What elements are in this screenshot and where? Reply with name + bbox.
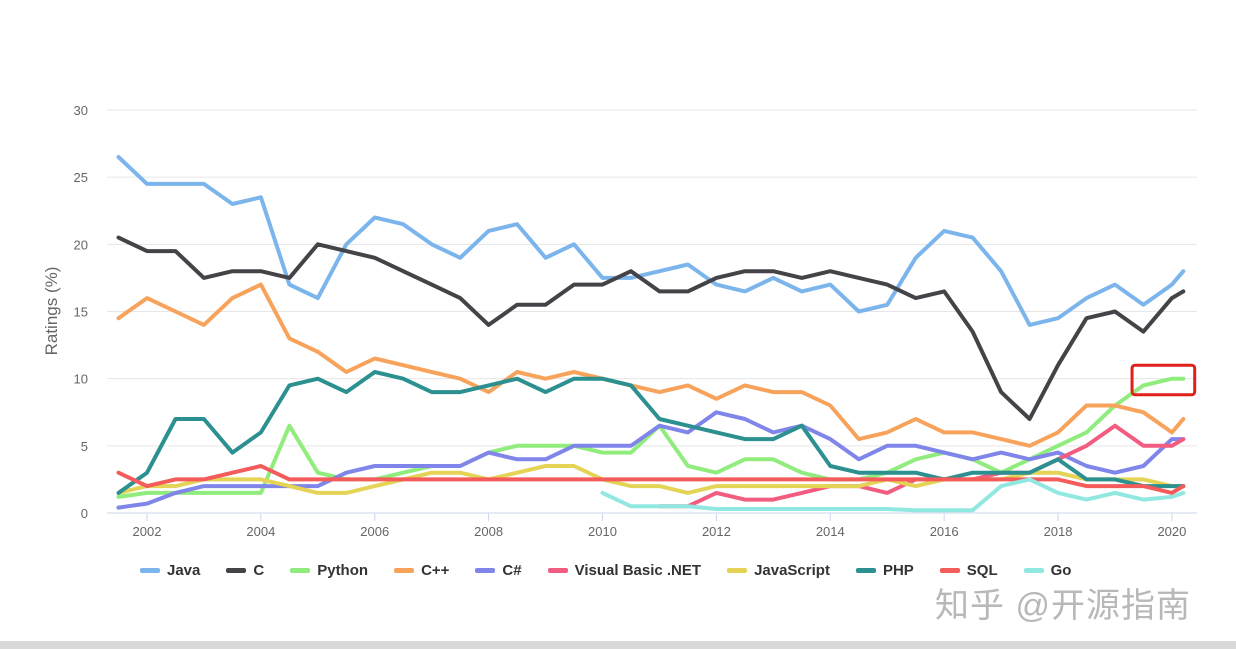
grid-lines — [107, 109, 1197, 514]
y-tick-label: 0 — [81, 506, 88, 521]
bottom-scrollbar — [0, 641, 1236, 649]
legend-swatch — [727, 568, 748, 573]
x-tick-label: 2010 — [588, 524, 617, 539]
x-tick-label: 2020 — [1157, 524, 1186, 539]
legend-swatch — [939, 568, 960, 573]
legend-swatch — [226, 568, 247, 573]
x-tick-label: 2004 — [246, 524, 275, 539]
x-tick-label: 2014 — [816, 524, 845, 539]
legend-item-c[interactable]: C — [226, 562, 264, 579]
legend-swatch — [475, 568, 496, 573]
series-line-c-[interactable] — [116, 282, 1186, 448]
legend: Java C Python C++ C# Visual Basic .NET JavaScr… — [140, 562, 1097, 579]
legend-item-php[interactable]: PHP — [855, 562, 914, 579]
x-tick-label: 2012 — [702, 524, 731, 539]
legend-item-visual-basic-net[interactable]: Visual Basic .NET — [547, 562, 702, 579]
legend-swatch — [290, 568, 311, 573]
x-tick-label: 2008 — [474, 524, 503, 539]
legend-item-sql[interactable]: SQL — [939, 562, 998, 579]
legend-label: Visual Basic .NET — [574, 562, 702, 579]
legend-label: C++ — [421, 562, 450, 579]
y-axis-label: Ratings (%) — [42, 267, 61, 356]
legend-item-c-[interactable]: C# — [475, 562, 522, 579]
legend-label: C# — [502, 562, 522, 579]
legend-label: PHP — [882, 562, 914, 579]
legend-swatch — [140, 568, 160, 573]
legend-label: Go — [1050, 562, 1072, 579]
legend-label: SQL — [966, 562, 998, 579]
series-line-c-[interactable] — [116, 410, 1186, 510]
legend-label: Java — [167, 562, 201, 579]
legend-item-javascript[interactable]: JavaScript — [727, 562, 830, 579]
legend-swatch — [1023, 568, 1044, 573]
legend-label: Python — [317, 562, 369, 579]
y-tick-label: 25 — [74, 170, 88, 185]
legend-label: C — [253, 562, 265, 579]
series-line-javascript[interactable] — [116, 464, 1186, 495]
y-tick-label: 20 — [74, 237, 88, 252]
y-tick-label: 15 — [74, 305, 88, 320]
series-line-sql[interactable] — [116, 464, 1186, 495]
legend-item-python[interactable]: Python — [290, 562, 368, 579]
y-axis-ticks: 0 5 10 15 20 25 30 — [74, 103, 88, 521]
series-lines — [116, 155, 1186, 513]
legend-swatch — [394, 568, 415, 573]
x-tick-label: 2006 — [360, 524, 389, 539]
legend-swatch — [855, 568, 876, 573]
x-tick-label: 2016 — [930, 524, 959, 539]
legend-item-go[interactable]: Go — [1023, 562, 1072, 579]
legend-item-java[interactable]: Java — [140, 562, 200, 579]
highlight-box — [1130, 363, 1197, 397]
legend-swatch — [547, 568, 568, 573]
watermark: 知乎 @开源指南 — [935, 587, 1191, 625]
series-line-go[interactable] — [600, 477, 1186, 513]
y-tick-label: 10 — [74, 372, 88, 387]
x-axis-ticks: 2002 2004 2006 2008 2010 2012 2014 2016 2018 2020 — [133, 513, 1186, 539]
y-tick-label: 30 — [74, 103, 88, 118]
series-line-java[interactable] — [116, 155, 1186, 327]
y-tick-label: 5 — [81, 439, 88, 454]
legend-label: JavaScript — [754, 562, 830, 579]
x-tick-label: 2018 — [1044, 524, 1073, 539]
x-tick-label: 2002 — [133, 524, 162, 539]
series-line-c[interactable] — [116, 235, 1186, 421]
series-line-php[interactable] — [116, 370, 1186, 495]
legend-item-c-[interactable]: C++ — [394, 562, 449, 579]
